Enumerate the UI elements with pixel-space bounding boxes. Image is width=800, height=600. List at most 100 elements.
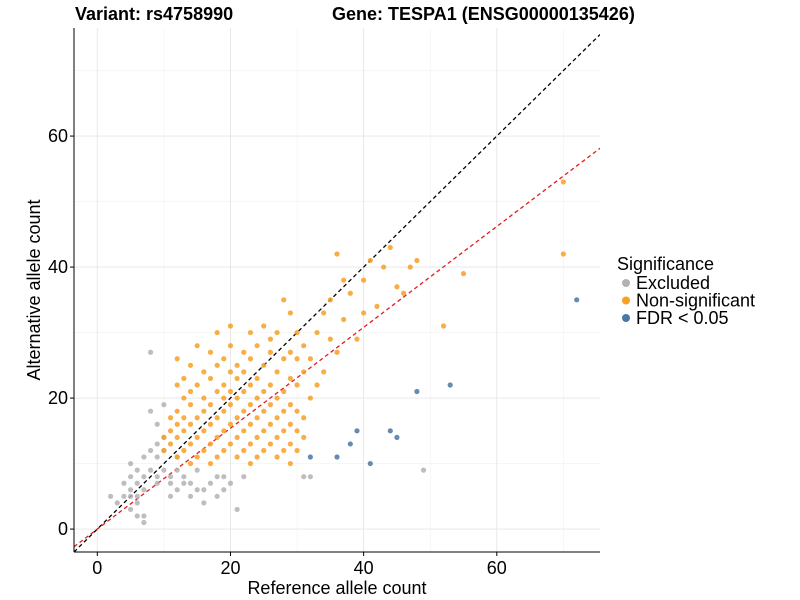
point-non-significant (381, 264, 387, 270)
point-excluded (194, 487, 200, 493)
point-non-significant (187, 388, 194, 395)
point-non-significant (347, 290, 353, 296)
point-non-significant (181, 415, 187, 421)
point-non-significant (174, 356, 180, 362)
point-non-significant (314, 329, 320, 336)
point-non-significant (194, 343, 200, 349)
point-non-significant (247, 421, 254, 427)
point-excluded (108, 493, 114, 499)
point-non-significant (301, 343, 307, 349)
reference-lines (74, 34, 600, 552)
point-fdr-0-05 (354, 428, 360, 434)
point-non-significant (274, 434, 280, 440)
point-excluded (234, 506, 240, 513)
point-non-significant (181, 428, 187, 434)
point-excluded (147, 447, 154, 454)
point-excluded (227, 480, 234, 486)
point-excluded (147, 349, 154, 355)
point-non-significant (247, 356, 254, 362)
point-non-significant (281, 408, 287, 414)
point-excluded (141, 474, 147, 480)
point-non-significant (207, 460, 214, 467)
point-excluded (147, 408, 154, 414)
point-non-significant (247, 329, 254, 336)
point-non-significant (254, 343, 260, 349)
point-non-significant (407, 264, 413, 270)
point-fdr-0-05 (334, 454, 340, 460)
point-non-significant (294, 382, 300, 388)
point-non-significant (174, 454, 180, 460)
point-excluded (241, 474, 247, 480)
point-non-significant (227, 343, 234, 349)
point-non-significant (281, 388, 287, 395)
legend-swatch (622, 279, 630, 287)
point-non-significant (167, 441, 174, 447)
axes (73, 28, 600, 553)
point-non-significant (201, 447, 207, 454)
point-non-significant (361, 277, 367, 283)
point-non-significant (287, 441, 293, 447)
point-fdr-0-05 (394, 434, 400, 440)
point-excluded (174, 467, 180, 473)
point-excluded (161, 402, 167, 408)
point-non-significant (227, 323, 234, 329)
point-fdr-0-05 (307, 454, 313, 460)
point-non-significant (201, 428, 207, 434)
point-non-significant (414, 257, 420, 264)
x-tick-label: 60 (487, 558, 507, 578)
point-fdr-0-05 (387, 428, 393, 434)
point-excluded (127, 506, 134, 513)
point-non-significant (247, 382, 254, 388)
point-excluded (161, 467, 167, 473)
point-non-significant (267, 349, 274, 355)
point-non-significant (207, 349, 214, 355)
point-non-significant (440, 323, 447, 329)
y-tick-label: 60 (48, 126, 68, 146)
reference-line-identity (74, 34, 600, 552)
point-non-significant (394, 284, 400, 290)
point-fdr-0-05 (347, 441, 353, 447)
reference-line-fitted (74, 147, 600, 548)
point-non-significant (287, 375, 293, 382)
x-tick-label: 20 (220, 558, 240, 578)
point-non-significant (181, 395, 187, 401)
point-non-significant (274, 454, 280, 460)
point-non-significant (294, 329, 300, 336)
point-excluded (181, 474, 187, 480)
point-excluded (121, 493, 127, 499)
point-non-significant (194, 454, 200, 460)
point-non-significant (327, 297, 333, 303)
point-excluded (181, 480, 187, 486)
y-tick-label: 40 (48, 257, 68, 277)
point-non-significant (161, 434, 167, 440)
legend-label: Excluded (636, 273, 710, 293)
point-non-significant (194, 434, 200, 440)
point-excluded (127, 460, 134, 467)
point-non-significant (254, 375, 260, 382)
tick-labels: 0 20 40 60 0 20 40 60 (48, 126, 507, 578)
gridlines (74, 28, 600, 552)
point-excluded (174, 487, 180, 493)
point-non-significant (181, 375, 187, 382)
point-non-significant (194, 382, 200, 388)
chart-title-gene: Gene: TESPA1 (ENSG00000135426) (332, 4, 635, 24)
point-non-significant (267, 402, 274, 408)
point-non-significant (234, 415, 240, 421)
point-excluded (127, 474, 134, 480)
legend-label: Non-significant (636, 291, 755, 311)
point-excluded (187, 480, 194, 486)
point-excluded (301, 474, 307, 480)
point-non-significant (307, 356, 313, 362)
point-non-significant (214, 434, 220, 440)
point-non-significant (261, 428, 267, 434)
data-points (108, 179, 580, 526)
point-excluded (134, 480, 140, 486)
point-non-significant (174, 382, 180, 388)
point-excluded (214, 493, 220, 499)
point-non-significant (354, 336, 360, 342)
point-non-significant (241, 408, 247, 414)
point-excluded (167, 493, 174, 499)
legend-title: Significance (617, 254, 714, 274)
point-non-significant (187, 362, 194, 368)
point-non-significant (207, 402, 214, 408)
